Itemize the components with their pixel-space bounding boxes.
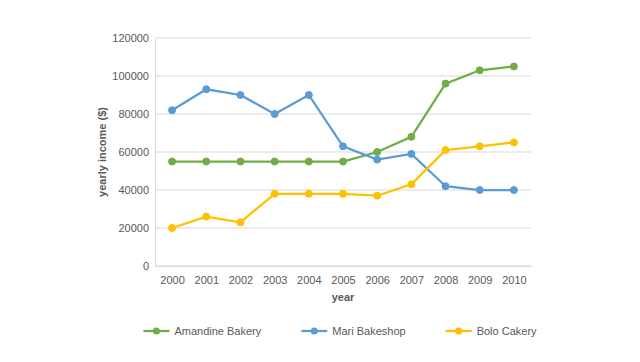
x-axis-title: year bbox=[332, 291, 355, 303]
x-tick: 2010 bbox=[502, 266, 526, 286]
series-marker bbox=[203, 86, 210, 93]
y-tick-label: 80000 bbox=[118, 108, 149, 120]
series-marker bbox=[203, 158, 210, 165]
series-marker bbox=[442, 183, 449, 190]
x-tick: 2005 bbox=[331, 266, 355, 286]
x-tick-label: 2000 bbox=[160, 274, 184, 286]
series-marker bbox=[169, 158, 176, 165]
x-tick: 2006 bbox=[365, 266, 389, 286]
series-marker bbox=[374, 192, 381, 199]
series-line bbox=[172, 89, 514, 190]
y-tick-label: 100000 bbox=[112, 70, 149, 82]
grid-line bbox=[155, 38, 531, 39]
legend-marker bbox=[455, 328, 462, 335]
series-marker bbox=[510, 187, 517, 194]
series-marker bbox=[237, 219, 244, 226]
series-marker bbox=[510, 139, 517, 146]
series-marker bbox=[305, 158, 312, 165]
legend-label: Bolo Cakery bbox=[477, 325, 537, 337]
x-tick-label: 2002 bbox=[229, 274, 253, 286]
series-marker bbox=[340, 190, 347, 197]
series-marker bbox=[237, 158, 244, 165]
x-tick: 2000 bbox=[160, 266, 184, 286]
legend-label: Amandine Bakery bbox=[174, 325, 261, 337]
series-marker bbox=[169, 225, 176, 232]
series-marker bbox=[476, 67, 483, 74]
series-marker bbox=[305, 190, 312, 197]
y-axis-title: yearly income ($) bbox=[96, 107, 108, 197]
y-tick-label: 20000 bbox=[118, 222, 149, 234]
series-marker bbox=[271, 111, 278, 118]
x-tick-label: 2010 bbox=[502, 274, 526, 286]
x-tick: 2009 bbox=[468, 266, 492, 286]
legend-label: Mari Bakeshop bbox=[332, 325, 405, 337]
series-marker bbox=[408, 181, 415, 188]
series-line bbox=[172, 143, 514, 229]
series-marker bbox=[374, 149, 381, 156]
y-tick: 40000 bbox=[118, 184, 155, 196]
legend: Amandine Bakery Mari Bakeshop Bolo Cakery bbox=[143, 325, 537, 337]
series-marker bbox=[510, 63, 517, 70]
x-tick-label: 2008 bbox=[434, 274, 458, 286]
grid-line bbox=[155, 228, 531, 229]
legend-item: Amandine Bakery bbox=[143, 325, 261, 337]
series-marker bbox=[305, 92, 312, 99]
series-marker bbox=[442, 147, 449, 154]
y-axis-line bbox=[155, 39, 156, 267]
x-tick: 2008 bbox=[434, 266, 458, 286]
series-marker bbox=[476, 187, 483, 194]
legend-marker bbox=[311, 328, 318, 335]
y-tick: 120000 bbox=[112, 32, 155, 44]
grid-line bbox=[155, 114, 531, 115]
plot-data bbox=[169, 63, 518, 232]
y-tick: 20000 bbox=[118, 222, 155, 234]
series-marker bbox=[340, 158, 347, 165]
x-tick: 2007 bbox=[400, 266, 424, 286]
x-tick-label: 2006 bbox=[365, 274, 389, 286]
series-marker bbox=[169, 107, 176, 114]
y-tick: 0 bbox=[143, 260, 155, 272]
series-marker bbox=[442, 80, 449, 87]
y-tick-label: 0 bbox=[143, 260, 149, 272]
series-marker bbox=[408, 133, 415, 140]
x-tick-label: 2005 bbox=[331, 274, 355, 286]
y-tick-label: 120000 bbox=[112, 32, 149, 44]
x-tick: 2003 bbox=[263, 266, 287, 286]
x-tick-label: 2004 bbox=[297, 274, 321, 286]
x-tick-label: 2007 bbox=[400, 274, 424, 286]
grid-line bbox=[155, 266, 531, 267]
y-axis: 0 20000 40000 60000 80000 100000 120000 bbox=[112, 32, 155, 272]
x-tick-label: 2001 bbox=[195, 274, 219, 286]
legend-item: Mari Bakeshop bbox=[301, 325, 405, 337]
x-tick: 2002 bbox=[229, 266, 253, 286]
series-marker bbox=[408, 150, 415, 157]
y-tick: 80000 bbox=[118, 108, 155, 120]
x-axis: 2000 2001 2002 2003 2004 2005 2006 2007 2008 2009… bbox=[156, 266, 532, 286]
series-marker bbox=[271, 158, 278, 165]
series-marker bbox=[203, 213, 210, 220]
legend-marker bbox=[153, 328, 160, 335]
series-marker bbox=[271, 190, 278, 197]
y-tick: 100000 bbox=[112, 70, 155, 82]
x-tick: 2004 bbox=[297, 266, 321, 286]
x-tick-label: 2009 bbox=[468, 274, 492, 286]
series-marker bbox=[374, 156, 381, 163]
chart: 0200004000060000800001000001200002000200… bbox=[0, 0, 640, 362]
grid-line bbox=[155, 76, 531, 77]
y-tick: 60000 bbox=[118, 146, 155, 158]
y-tick-label: 40000 bbox=[118, 184, 149, 196]
x-tick-label: 2003 bbox=[263, 274, 287, 286]
grid-line bbox=[155, 152, 531, 153]
series-marker bbox=[237, 92, 244, 99]
y-tick-label: 60000 bbox=[118, 146, 149, 158]
grid bbox=[155, 38, 531, 266]
x-tick: 2001 bbox=[195, 266, 219, 286]
series-marker bbox=[476, 143, 483, 150]
x-axis-line bbox=[156, 266, 532, 267]
legend-item: Bolo Cakery bbox=[446, 325, 537, 337]
series-marker bbox=[340, 143, 347, 150]
